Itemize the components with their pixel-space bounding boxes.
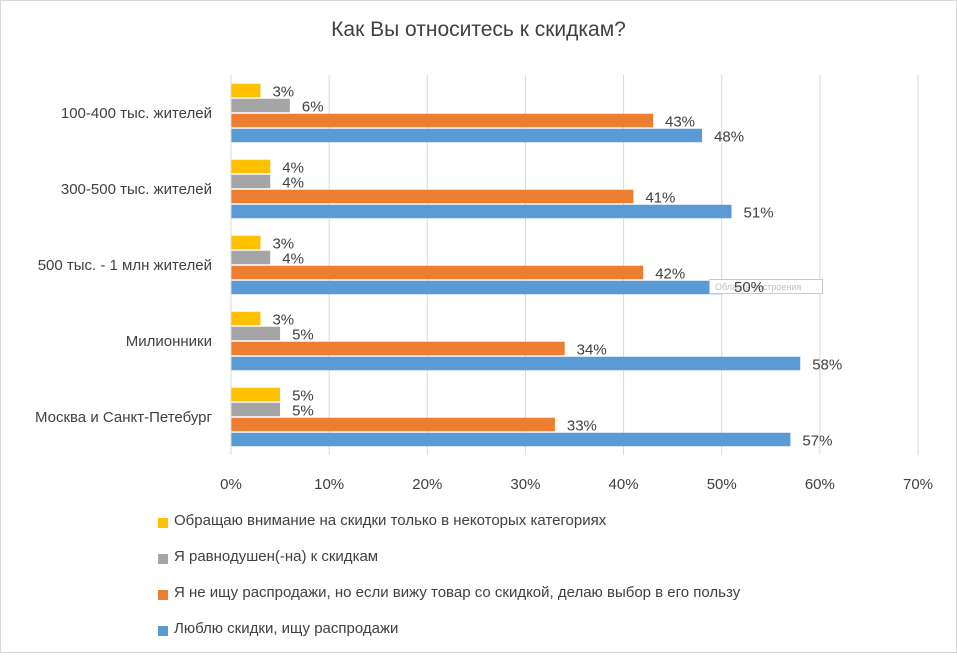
data-label: 43%	[665, 113, 695, 130]
plot-area-tooltip: Область построения	[709, 279, 823, 294]
data-label: 5%	[292, 402, 314, 419]
bar	[231, 205, 732, 219]
data-label: 57%	[802, 432, 832, 449]
data-label: 41%	[645, 189, 675, 206]
x-tick-label: 30%	[510, 476, 540, 493]
data-label: 58%	[812, 356, 842, 373]
category-label: Москва и Санкт-Петебург	[35, 409, 213, 426]
tooltip-value-label: 50%	[734, 279, 764, 296]
data-label: 42%	[655, 265, 685, 282]
bar	[231, 251, 270, 265]
data-label: 34%	[577, 341, 607, 358]
category-label: Милионники	[126, 333, 212, 350]
bar	[231, 129, 702, 143]
data-label: 4%	[282, 250, 304, 267]
chart-plot[interactable]: 0% 10% 20% 30% 40% 50% 60% 70% 100-400 тыс. жите…	[0, 0, 957, 653]
bar	[231, 236, 260, 250]
bar	[231, 281, 722, 295]
bar	[231, 433, 790, 447]
bar	[231, 190, 633, 204]
legend-swatch	[158, 590, 168, 600]
category-label: 500 тыс. - 1 млн жителей	[38, 257, 212, 274]
bar	[231, 312, 260, 326]
data-label: 5%	[292, 326, 314, 343]
bar	[231, 342, 565, 356]
x-tick-label: 10%	[314, 476, 344, 493]
legend-label: Обращаю внимание на скидки только в неко…	[174, 512, 606, 529]
legend-swatch	[158, 626, 168, 636]
x-tick-label: 60%	[805, 476, 835, 493]
legend-label: Люблю скидки, ищу распродажи	[174, 620, 398, 637]
x-tick-label: 0%	[220, 476, 242, 493]
bar	[231, 114, 653, 128]
data-label: 6%	[302, 98, 324, 115]
bar	[231, 99, 290, 113]
x-tick-label: 20%	[412, 476, 442, 493]
legend-swatch	[158, 554, 168, 564]
category-label: 300-500 тыс. жителей	[61, 181, 212, 198]
x-tick-label: 50%	[707, 476, 737, 493]
x-tick-label: 40%	[609, 476, 639, 493]
data-label: 48%	[714, 128, 744, 145]
legend-swatch	[158, 518, 168, 528]
bar	[231, 84, 260, 98]
x-tick-label: 70%	[903, 476, 933, 493]
bar	[231, 418, 555, 432]
bar	[231, 160, 270, 174]
bar	[231, 327, 280, 341]
bar	[231, 388, 280, 402]
legend-label: Я не ищу распродажи, но если вижу товар …	[174, 584, 740, 601]
bar	[231, 357, 800, 371]
legend-label: Я равнодушен(-на) к скидкам	[174, 548, 378, 565]
data-label: 51%	[744, 204, 774, 221]
bar	[231, 175, 270, 189]
data-label: 4%	[282, 174, 304, 191]
data-label: 33%	[567, 417, 597, 434]
bar	[231, 403, 280, 417]
data-label: 3%	[272, 311, 294, 328]
data-label: 3%	[272, 83, 294, 100]
category-label: 100-400 тыс. жителей	[61, 105, 212, 122]
bar	[231, 266, 643, 280]
